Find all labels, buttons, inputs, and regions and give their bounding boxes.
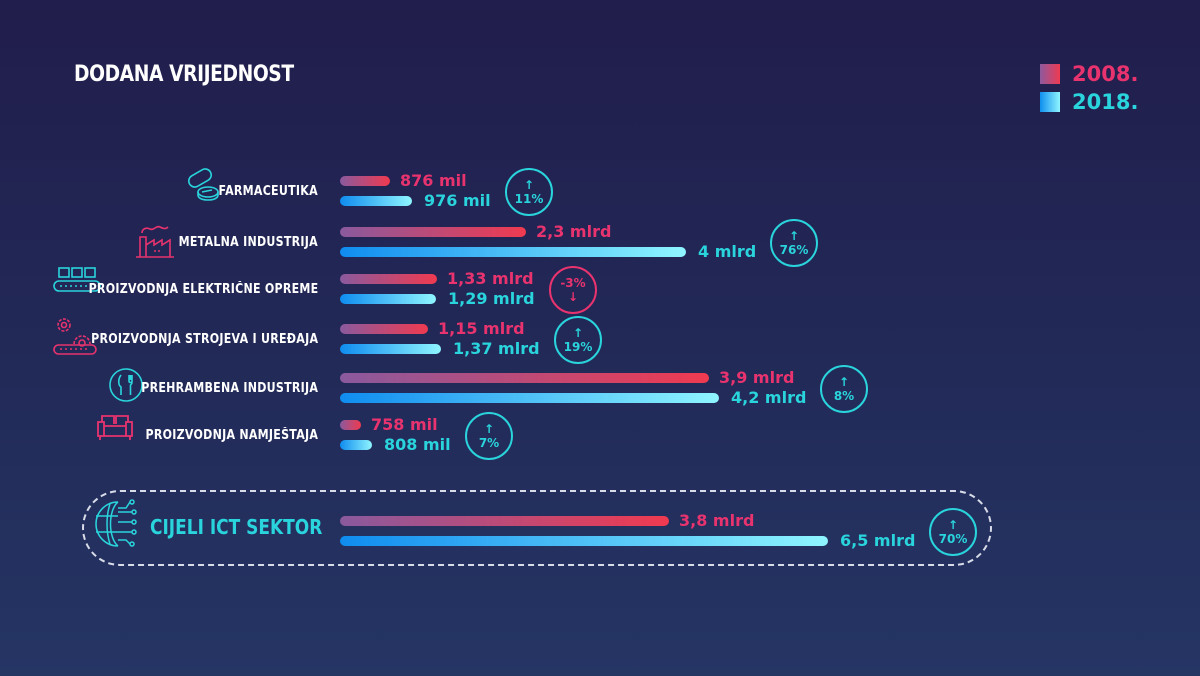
factory-icon — [134, 219, 176, 263]
category-label: PROIZVODNJA NAMJEŠTAJA — [145, 428, 318, 443]
legend-label: 2018. — [1072, 90, 1139, 114]
cutlery-icon — [108, 367, 144, 407]
value-label-2018: 4,2 mlrd — [731, 388, 807, 407]
value-label-2018: 6,5 mlrd — [840, 531, 916, 550]
chart-row: PROIZVODNJA NAMJEŠTAJA 758 mil 808 mil ↑ 7% — [0, 412, 1200, 460]
change-badge: ↑ 19% — [554, 316, 602, 364]
change-badge: ↑ 11% — [505, 168, 553, 216]
arrow-up-icon: ↑ — [483, 422, 495, 436]
change-badge: ↑ 7% — [465, 412, 513, 460]
bar-2018 — [340, 393, 719, 403]
change-percent: 8% — [833, 389, 855, 403]
arrow-up-icon: ↑ — [523, 178, 535, 192]
legend-2018: 2018. — [1040, 88, 1138, 116]
legend-label: 2008. — [1072, 62, 1139, 86]
change-percent: 76% — [779, 243, 809, 257]
pills-icon — [184, 168, 220, 206]
bar-2008 — [340, 420, 361, 430]
bar-2008 — [340, 373, 709, 383]
change-badge: ↑ 76% — [770, 219, 818, 267]
bar-2018 — [340, 344, 441, 354]
legend-2008: 2008. — [1040, 60, 1138, 88]
bar-2008 — [340, 516, 669, 526]
category-label: METALNA INDUSTRIJA — [178, 235, 318, 250]
bar-2018 — [340, 440, 372, 450]
arrow-up-icon: ↑ — [838, 375, 850, 389]
arrow-up-icon: ↑ — [788, 229, 800, 243]
sofa-icon — [96, 412, 134, 446]
arrow-up-icon: ↑ — [947, 518, 959, 532]
legend-swatch-2018 — [1040, 92, 1060, 112]
legend: 2008. 2018. — [1040, 60, 1138, 116]
arrow-up-icon: ↑ — [572, 326, 584, 340]
globe-circuit-icon — [92, 498, 138, 554]
change-badge: ↑ 70% — [929, 508, 977, 556]
bar-2018 — [340, 247, 686, 257]
change-percent: 11% — [514, 192, 544, 206]
value-label-2008: 3,9 mlrd — [719, 368, 795, 387]
value-label-2018: 976 mil — [424, 191, 491, 210]
value-label-2008: 2,3 mlrd — [536, 222, 612, 241]
bar-2008 — [340, 176, 390, 186]
ict-sector-box — [82, 490, 992, 566]
conveyor-icon — [52, 266, 102, 300]
value-label-2008: 3,8 mlrd — [679, 511, 755, 530]
bar-2008 — [340, 324, 428, 334]
chart-row: FARMACEUTIKA 876 mil 976 mil ↑ 11% — [0, 168, 1200, 216]
bar-2018 — [340, 294, 436, 304]
value-label-2008: 876 mil — [400, 171, 467, 190]
change-percent: -3% — [560, 276, 586, 290]
chart-row: CIJELI ICT SEKTOR 3,8 mlrd 6,5 mlrd ↑ 70% — [0, 499, 1200, 556]
value-label-2008: 1,33 mlrd — [447, 269, 534, 288]
category-label: FARMACEUTIKA — [218, 184, 318, 199]
bar-2018 — [340, 536, 828, 546]
value-label-2008: 1,15 mlrd — [438, 319, 525, 338]
category-label: PROIZVODNJA ELEKTRIČNE OPREME — [88, 282, 318, 297]
value-label-2018: 4 mlrd — [698, 242, 757, 261]
chart-row: PREHRAMBENA INDUSTRIJA 3,9 mlrd 4,2 mlrd ↑ 8… — [0, 365, 1200, 413]
page-title: DODANA VRIJEDNOST — [74, 62, 294, 87]
value-label-2018: 1,29 mlrd — [448, 289, 535, 308]
value-label-2008: 758 mil — [371, 415, 438, 434]
chart-row: METALNA INDUSTRIJA 2,3 mlrd 4 mlrd ↑ 76% — [0, 219, 1200, 267]
change-badge: ↑ 8% — [820, 365, 868, 413]
category-label: PREHRAMBENA INDUSTRIJA — [141, 381, 318, 396]
bar-2008 — [340, 274, 437, 284]
value-label-2018: 808 mil — [384, 435, 451, 454]
category-label: CIJELI ICT SEKTOR — [150, 515, 323, 539]
change-badge: -3% ↓ — [549, 266, 597, 314]
bar-2018 — [340, 196, 412, 206]
bar-2008 — [340, 227, 526, 237]
change-percent: 7% — [478, 436, 500, 450]
legend-swatch-2008 — [1040, 64, 1060, 84]
change-percent: 19% — [563, 340, 593, 354]
change-percent: 70% — [938, 532, 968, 546]
chart-row: PROIZVODNJA STROJEVA I UREĐAJA 1,15 mlrd 1… — [0, 316, 1200, 364]
gears-icon — [52, 316, 102, 360]
value-label-2018: 1,37 mlrd — [453, 339, 540, 358]
chart-row: PROIZVODNJA ELEKTRIČNE OPREME 1,33 mlrd 1,… — [0, 266, 1200, 314]
category-label: PROIZVODNJA STROJEVA I UREĐAJA — [90, 332, 318, 347]
arrow-down-icon: ↓ — [567, 290, 579, 304]
